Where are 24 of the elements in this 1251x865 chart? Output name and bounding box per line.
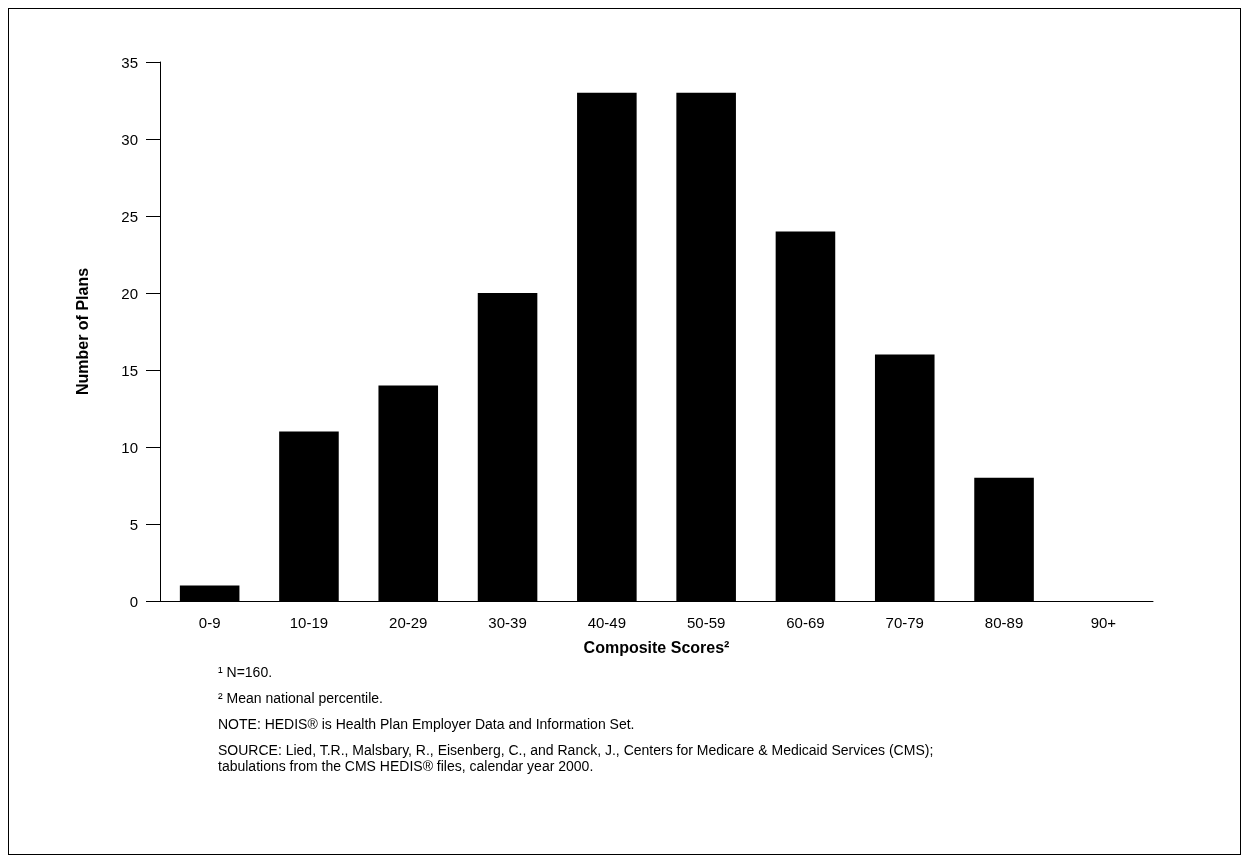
y-axis-title: Number of Plans	[73, 267, 91, 396]
x-tick-label: 90+	[1090, 614, 1117, 631]
x-tick-label: 50-59	[686, 614, 726, 631]
y-tick-label: 5	[129, 515, 138, 533]
x-tick-label: 40-49	[587, 614, 627, 631]
x-tick-label: 0-9	[198, 614, 221, 631]
y-tick-label: 10	[121, 438, 138, 456]
x-tick-label: 60-69	[786, 614, 825, 631]
x-axis-title: Composite Scores²	[583, 638, 730, 656]
y-tick-label: 35	[121, 53, 138, 71]
x-tick-label: 30-39	[488, 614, 527, 631]
text: ¹ N=160.	[218, 664, 274, 680]
source-note: SOURCE: Lied, T.R., Malsbary, R., Eisenberg, C., and Ranck, J., Centers for Medicare & Medicaid Services (CMS); tabulations from the CMS HEDIS® files, calendar year 2000.	[218, 742, 935, 774]
x-tick-label: 10-19	[289, 614, 329, 631]
y-tick-label: 30	[121, 130, 138, 148]
text: ² Mean national percentile.	[218, 690, 384, 706]
text: NOTE: HEDIS® is Health Plan Employer Data and Information Set.	[218, 716, 636, 732]
x-tick-label: 20-29	[389, 614, 428, 631]
y-tick-label: 20	[121, 284, 138, 302]
y-tick-label: 0	[129, 592, 138, 610]
y-tick-label: 25	[121, 207, 138, 225]
x-tick-label: 80-89	[984, 614, 1024, 631]
x-tick-label: 70-79	[885, 614, 924, 631]
y-tick-label: 15	[121, 361, 138, 379]
